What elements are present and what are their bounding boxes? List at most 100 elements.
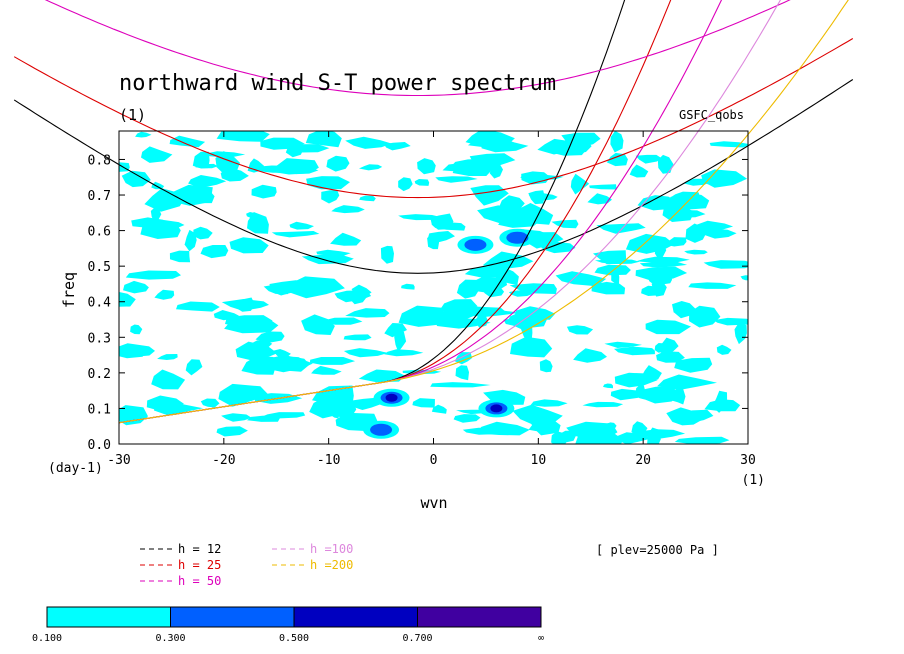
contour-region-level1 bbox=[503, 317, 525, 326]
contour-region-level1 bbox=[193, 226, 213, 240]
contour-region-level1 bbox=[648, 274, 672, 286]
contour-region-level1 bbox=[146, 395, 184, 412]
y-tick-label: 0.0 bbox=[88, 438, 111, 453]
legend-label: h = 50 bbox=[178, 574, 221, 588]
contour-region-level1 bbox=[125, 270, 181, 280]
y-tick-label: 0.5 bbox=[88, 260, 111, 275]
contour-region-level1 bbox=[288, 276, 345, 299]
contour-region-level1 bbox=[345, 136, 392, 149]
contour-region-level1 bbox=[216, 131, 270, 142]
contour-region-level1 bbox=[527, 234, 559, 246]
x-tick-label: -30 bbox=[107, 453, 130, 468]
contour-region-level1 bbox=[384, 323, 407, 338]
contour-region-level1 bbox=[401, 283, 415, 290]
contour-region-level1 bbox=[247, 212, 269, 234]
contour-region-level1 bbox=[359, 164, 383, 171]
contour-region-level1 bbox=[380, 245, 394, 264]
contour-region-level1 bbox=[119, 292, 136, 307]
contour-region-level1 bbox=[555, 271, 607, 287]
contour-region-level1 bbox=[398, 305, 447, 327]
curve-legend: h = 12 h = 25 h = 50 h =100 h =200 bbox=[140, 542, 353, 588]
contour-region-level1 bbox=[150, 207, 162, 222]
contour-region-level1 bbox=[616, 432, 651, 444]
contour-region-level1 bbox=[442, 162, 493, 173]
y-tick-label: 0.1 bbox=[88, 402, 111, 417]
contour-region-level1 bbox=[235, 297, 255, 312]
contour-region-level1 bbox=[610, 388, 646, 401]
contour-region-level1 bbox=[157, 354, 178, 360]
contour-region-level1 bbox=[151, 369, 186, 390]
contour-region-level1 bbox=[734, 322, 747, 345]
legend-label: h =200 bbox=[310, 558, 353, 572]
contour-region-level1 bbox=[221, 413, 252, 422]
contour-region-level1 bbox=[213, 310, 239, 321]
contour-region-level1 bbox=[248, 165, 312, 173]
colorbar-label: 0.500 bbox=[279, 633, 309, 644]
contour-region-level1 bbox=[330, 232, 362, 246]
contour-region-level1 bbox=[596, 223, 646, 234]
dispersion-curve-upper bbox=[13, 38, 854, 199]
x-axis-label: wvn bbox=[420, 494, 447, 512]
x-tick-label: -20 bbox=[212, 453, 235, 468]
contour-region-level1 bbox=[417, 158, 436, 175]
contour-region-level1 bbox=[464, 307, 520, 318]
contour-region-level1 bbox=[343, 348, 388, 358]
contour-region-level1 bbox=[324, 317, 363, 325]
contour-region-level1 bbox=[345, 308, 390, 318]
contour-region-level1 bbox=[384, 349, 424, 357]
contour-region-level1 bbox=[639, 429, 686, 440]
contour-region-level1 bbox=[456, 279, 480, 299]
contour-region-level1 bbox=[631, 421, 648, 437]
colorbar: 0.100 0.300 0.500 0.700 ∞ bbox=[32, 606, 544, 644]
contour-region-level1 bbox=[701, 169, 748, 188]
contour-region-level1 bbox=[119, 348, 146, 359]
contour-region-level1 bbox=[477, 205, 533, 223]
contour-region-level1 bbox=[515, 203, 554, 225]
contour-region-level1 bbox=[696, 228, 737, 239]
contour-region-level1 bbox=[200, 398, 220, 408]
contour-region-level1 bbox=[509, 283, 557, 294]
dispersion-curve-upper bbox=[44, 0, 791, 97]
contour-region-level1 bbox=[551, 219, 579, 229]
x-tick-label: 10 bbox=[531, 453, 547, 468]
contour-region-level1 bbox=[641, 386, 682, 404]
contour-region-level1 bbox=[520, 321, 533, 341]
contour-region-level1 bbox=[218, 383, 269, 407]
contour-maximum-mid bbox=[370, 423, 393, 436]
contour-region-level1 bbox=[689, 305, 721, 328]
contour-region-level1 bbox=[589, 184, 617, 190]
contour-region-level1 bbox=[130, 324, 143, 335]
contour-region-level1 bbox=[394, 329, 407, 352]
contour-region-level1 bbox=[499, 195, 525, 210]
contour-region-level1 bbox=[455, 365, 469, 381]
contour-region-level1 bbox=[169, 250, 191, 263]
contour-region-level1 bbox=[656, 351, 685, 363]
contour-region-level1 bbox=[481, 141, 529, 153]
contour-region-level1 bbox=[431, 404, 447, 414]
contour-region-level1 bbox=[271, 231, 320, 238]
chart-title: northward wind S-T power spectrum bbox=[119, 71, 556, 96]
contour-region-level1 bbox=[176, 301, 220, 312]
contour-region-level1 bbox=[528, 192, 558, 201]
contour-region-level1 bbox=[614, 372, 658, 388]
colorbar-segment bbox=[170, 606, 295, 628]
contour-region-level1 bbox=[321, 190, 340, 204]
contour-region-level1 bbox=[216, 426, 248, 437]
contour-region-level1 bbox=[570, 173, 590, 195]
contour-maximum-core bbox=[490, 404, 503, 413]
contour-region-level1 bbox=[412, 398, 435, 408]
contour-region-level1 bbox=[334, 290, 372, 303]
contour-region-level1 bbox=[657, 154, 674, 174]
contour-region-level1 bbox=[672, 301, 696, 319]
contour-region-level1 bbox=[539, 359, 553, 373]
contour-region-level1 bbox=[679, 409, 714, 423]
contour-region-level1 bbox=[263, 283, 292, 295]
contour-region-level1 bbox=[192, 151, 210, 169]
contour-region-level1 bbox=[358, 369, 406, 383]
contour-region-level1 bbox=[188, 175, 227, 189]
colorbar-segment bbox=[46, 606, 171, 628]
contour-region-level1 bbox=[301, 314, 335, 335]
contour-region-level1 bbox=[635, 266, 688, 281]
contour-region-level1 bbox=[255, 331, 285, 343]
contour-region-level1 bbox=[287, 144, 330, 153]
